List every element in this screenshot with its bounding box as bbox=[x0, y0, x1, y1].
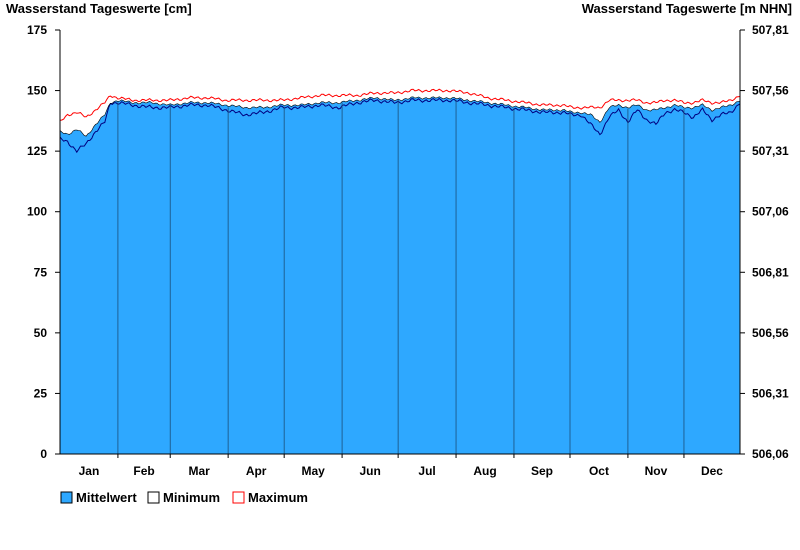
y-tick-label-right: 507,81 bbox=[752, 23, 789, 37]
month-label-jul: Jul bbox=[418, 464, 435, 478]
y-tick-label-left: 100 bbox=[27, 205, 47, 219]
month-label-nov: Nov bbox=[645, 464, 668, 478]
y-tick-label-left: 125 bbox=[27, 144, 47, 158]
month-label-jan: Jan bbox=[79, 464, 100, 478]
legend-swatch-mittelwert bbox=[60, 491, 73, 504]
month-label-jun: Jun bbox=[359, 464, 380, 478]
y-tick-label-right: 507,31 bbox=[752, 144, 789, 158]
legend-swatch-maximum bbox=[232, 491, 245, 504]
month-label-sep: Sep bbox=[531, 464, 553, 478]
y-tick-label-left: 75 bbox=[34, 265, 48, 279]
legend: Mittelwert Minimum Maximum bbox=[60, 490, 308, 505]
y-tick-label-right: 506,81 bbox=[752, 265, 789, 279]
legend-swatch-minimum bbox=[147, 491, 160, 504]
y-tick-label-right: 506,56 bbox=[752, 326, 789, 340]
left-axis-title: Wasserstand Tageswerte [cm] bbox=[6, 1, 192, 16]
y-tick-label-left: 175 bbox=[27, 23, 47, 37]
month-label-mar: Mar bbox=[189, 464, 211, 478]
axes-group: Jan Feb Mar Apr May Jun Jul Aug Sep Oct Nov Dec 0 506… bbox=[27, 23, 789, 478]
mean-line bbox=[59, 96, 741, 137]
legend-label-maximum: Maximum bbox=[248, 490, 308, 505]
maximum-line bbox=[59, 88, 741, 121]
minimum-line bbox=[59, 97, 741, 154]
month-label-dec: Dec bbox=[701, 464, 723, 478]
y-tick-label-left: 25 bbox=[34, 386, 48, 400]
y-tick-label-left: 50 bbox=[34, 326, 48, 340]
month-label-oct: Oct bbox=[589, 464, 609, 478]
month-label-apr: Apr bbox=[246, 464, 267, 478]
month-label-feb: Feb bbox=[133, 464, 154, 478]
month-dividers bbox=[117, 99, 685, 454]
right-axis-title: Wasserstand Tageswerte [m NHN] bbox=[582, 1, 792, 16]
y-tick-label-left: 0 bbox=[40, 447, 47, 461]
legend-label-minimum: Minimum bbox=[163, 490, 220, 505]
y-tick-label-right: 507,06 bbox=[752, 205, 789, 219]
y-tick-label-right: 506,31 bbox=[752, 386, 789, 400]
y-tick-label-right: 506,06 bbox=[752, 447, 789, 461]
mean-area bbox=[60, 96, 740, 454]
month-label-may: May bbox=[301, 464, 325, 478]
y-tick-label-left: 150 bbox=[27, 84, 47, 98]
month-label-aug: Aug bbox=[473, 464, 496, 478]
legend-label-mittelwert: Mittelwert bbox=[76, 490, 137, 505]
y-tick-label-right: 507,56 bbox=[752, 84, 789, 98]
series-group bbox=[59, 88, 741, 454]
